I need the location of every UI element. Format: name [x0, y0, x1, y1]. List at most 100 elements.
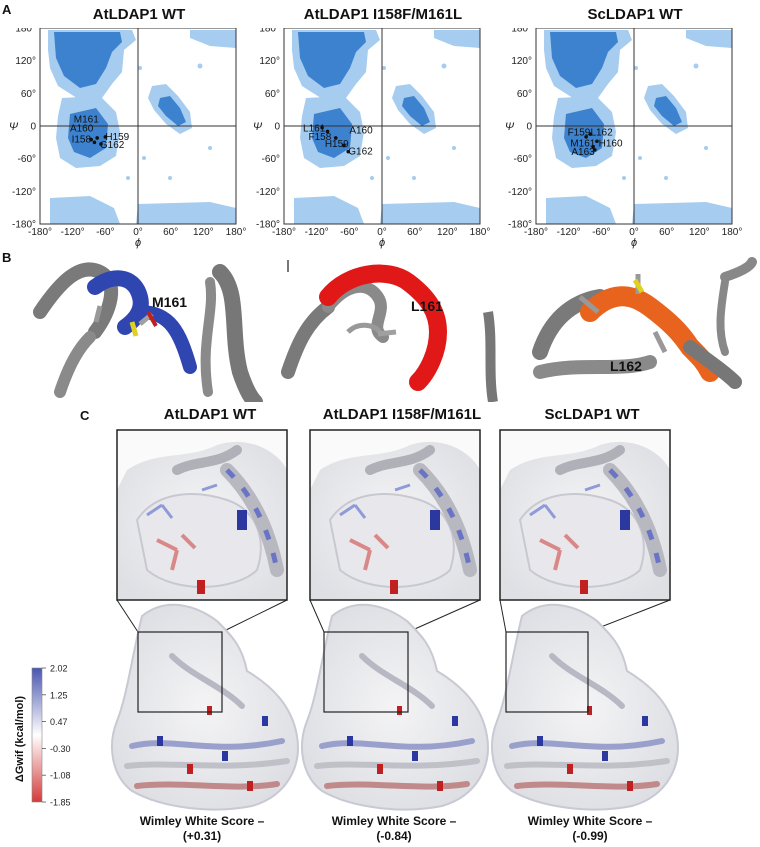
ramachandran-plots: -180° -120° -60° 0° 60° 120° 180° ϕ 180° 120° 60° 0…	[9, 28, 742, 249]
y-tick-label: 0	[526, 122, 532, 133]
residue-point	[593, 148, 597, 152]
residue-label: G162	[348, 147, 373, 158]
score-3-line2: (-0.99)	[572, 829, 608, 843]
y-tick-label: -60°	[514, 154, 532, 165]
y-tick-label: 120°	[15, 56, 36, 67]
residue-point	[320, 125, 324, 130]
residue-point	[99, 142, 103, 146]
panel-label-a: A	[2, 2, 12, 17]
residue-label: A160	[349, 125, 373, 136]
rama-plot-3: -180° -120° -60° 0° 60° 120° 180° ϕ 180° 120° 60° 0…	[505, 28, 742, 249]
y-tick-label: 120°	[511, 56, 532, 67]
residue-point	[595, 139, 599, 144]
score-2: Wimley White Score – (-0.84)	[284, 814, 504, 844]
residue-point	[342, 143, 346, 148]
surface-render-2	[302, 430, 488, 810]
surface-title-1: AtLDAP1 WT	[163, 406, 257, 423]
structure-label-1: M161	[152, 294, 188, 310]
x-tick-label: -180°	[272, 227, 296, 238]
x-tick-label: -120°	[61, 227, 85, 238]
y-tick-label: 120°	[259, 56, 280, 67]
rama-title-3: ScLDAP1 WT	[587, 6, 683, 23]
residue-label: F159	[568, 128, 591, 139]
score-1-line2: (+0.31)	[182, 829, 222, 843]
y-tick-label: 0	[30, 122, 36, 133]
residue-label: I158	[72, 135, 92, 146]
rama-plot-1: -180° -120° -60° 0° 60° 120° 180° ϕ 180° 120° 60° 0…	[9, 28, 246, 249]
colorbar-tick-label: -1.85	[50, 798, 71, 808]
x-tick-label: -180°	[524, 227, 548, 238]
x-tick-label: -180°	[28, 227, 52, 238]
x-tick-label: -60°	[96, 227, 114, 238]
x-tick-label: 0°	[629, 227, 639, 238]
residue-label: H160	[599, 138, 623, 149]
x-tick-label: 120°	[193, 227, 214, 238]
x-tick-label: 60°	[659, 227, 674, 238]
residue-point	[95, 136, 99, 140]
y-tick-label: -180°	[508, 220, 532, 231]
y-tick-label: -120°	[12, 187, 36, 198]
surface-render-3	[492, 430, 678, 810]
y-axis-label: Ψ	[505, 121, 515, 133]
colorbar-title: ΔGwif (kcal/mol)	[14, 695, 26, 783]
y-tick-label: 180°	[511, 28, 532, 35]
score-3-line1: Wimley White Score –	[527, 814, 653, 828]
x-tick-label: -120°	[557, 227, 581, 238]
colorbar-ticks: 2.02 1.25 0.47 -0.30 -1.08 -1.85	[42, 664, 71, 808]
x-axis-label: ϕ	[135, 237, 141, 249]
y-tick-label: 60°	[265, 89, 280, 100]
residue-label: M161	[570, 138, 595, 149]
score-1: Wimley White Score – (+0.31)	[92, 814, 312, 844]
x-axis-label: ϕ	[379, 237, 385, 249]
residue-label: G162	[100, 140, 125, 151]
rama-title-1: AtLDAP1 WT	[92, 6, 186, 23]
surface-title-3: ScLDAP1 WT	[544, 406, 640, 423]
x-tick-label: -60°	[340, 227, 358, 238]
structure-atldap1-mutant	[281, 260, 498, 402]
colorbar	[31, 667, 43, 803]
y-tick-label: -180°	[256, 220, 280, 231]
residue-point	[588, 132, 593, 136]
residue-label: F158	[309, 132, 332, 143]
x-tick-label: 60°	[407, 227, 422, 238]
y-tick-label: -180°	[12, 220, 36, 231]
y-tick-label: 60°	[517, 89, 532, 100]
surface-title-2: AtLDAP1 I158F/M161L	[322, 406, 482, 423]
x-tick-label: 60°	[163, 227, 178, 238]
panel-label-c: C	[80, 408, 90, 423]
helix-structures	[33, 257, 757, 402]
x-tick-label: 120°	[689, 227, 710, 238]
residue-point	[333, 136, 338, 140]
x-tick-label: -60°	[592, 227, 610, 238]
y-axis-label: Ψ	[9, 121, 19, 133]
panel-label-b: B	[2, 250, 12, 265]
x-axis-label: ϕ	[631, 237, 637, 249]
rama-plot-2: -180° -120° -60° 0° 60° 120° 180° ϕ 180° 120° 60° 0…	[253, 28, 490, 249]
plot-border	[283, 28, 481, 225]
residue-point	[89, 137, 93, 142]
residue-label: M161	[74, 114, 99, 125]
plot-border	[39, 28, 237, 225]
colorbar-tick-label: 2.02	[50, 664, 68, 674]
residue-point	[325, 129, 330, 134]
residue-label: L161	[303, 124, 326, 135]
score-2-line1: Wimley White Score –	[331, 814, 457, 828]
y-tick-label: -60°	[18, 154, 36, 165]
surface-render-1	[112, 430, 298, 810]
y-tick-label: -120°	[508, 187, 532, 198]
residue-label: H159	[105, 132, 129, 143]
residue-point	[103, 135, 108, 139]
plot-border	[535, 28, 733, 225]
y-tick-label: 60°	[21, 89, 36, 100]
residue-point	[92, 140, 97, 145]
structure-atldap1-wt	[33, 262, 263, 402]
colorbar-tick-label: 0.47	[50, 717, 68, 727]
colorbar-tick-label: 1.25	[50, 690, 68, 700]
residue-point	[591, 144, 595, 149]
y-tick-label: 0	[274, 122, 280, 133]
y-tick-label: -60°	[262, 154, 280, 165]
residue-point	[346, 149, 351, 154]
residue-label: A163	[571, 147, 595, 158]
x-tick-label: 180°	[226, 227, 247, 238]
surface-renderings: 2.02 1.25 0.47 -0.30 -1.08 -1.85	[31, 428, 760, 813]
